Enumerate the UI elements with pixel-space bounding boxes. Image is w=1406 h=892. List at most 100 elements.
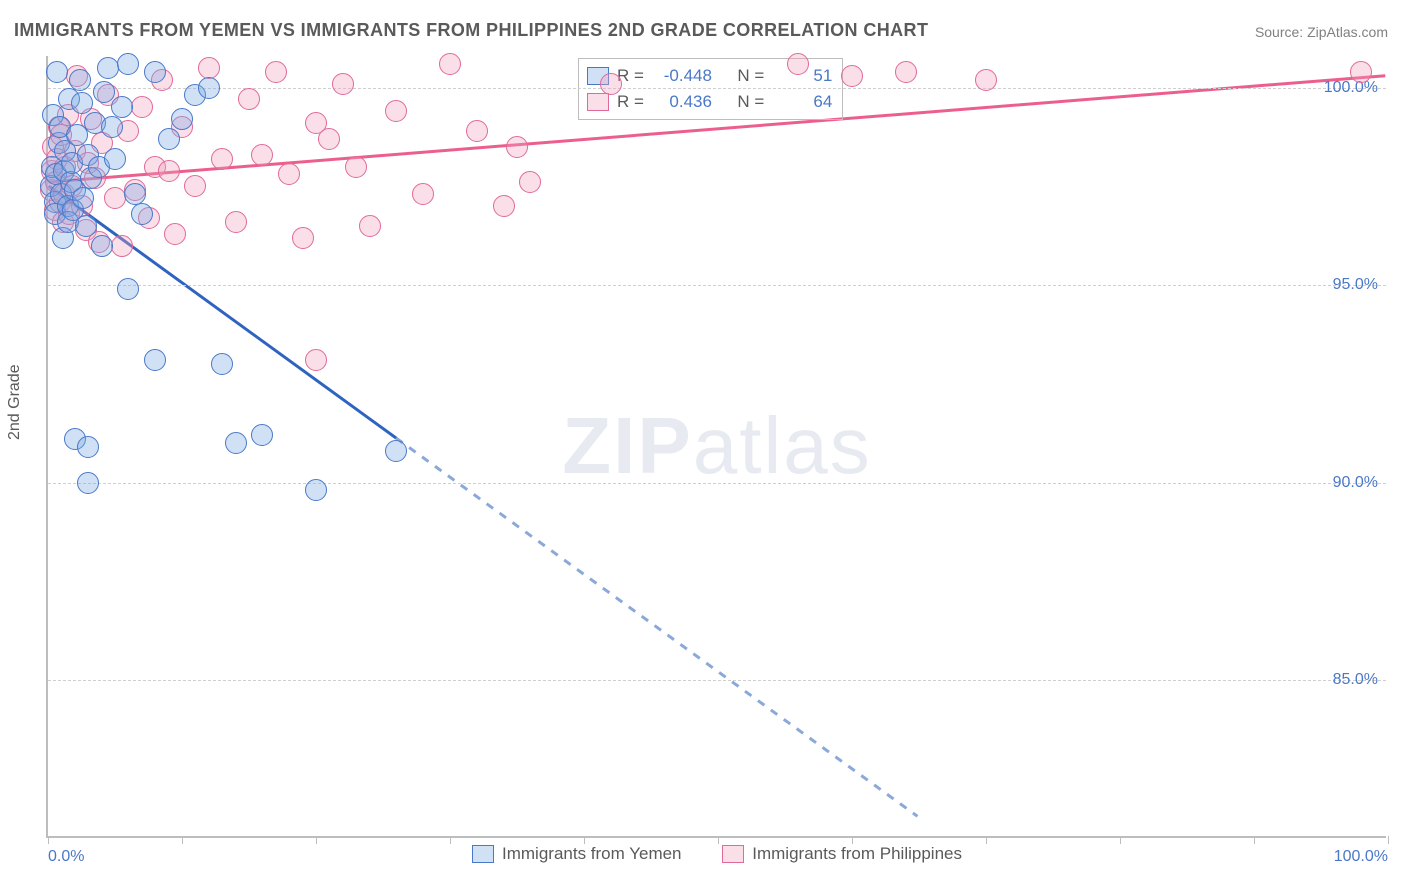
scatter-point-series2 [131,96,153,118]
scatter-point-series2 [158,160,180,182]
source-link[interactable]: ZipAtlas.com [1307,24,1388,40]
scatter-point-series2 [975,69,997,91]
scatter-point-series2 [251,144,273,166]
watermark: ZIPatlas [562,400,871,492]
trendline [49,186,397,438]
series-swatch-1 [472,845,494,863]
n-label-1: N = [737,63,764,89]
trendline-layer [48,56,1386,836]
scatter-point-series1 [72,187,94,209]
gridline [48,285,1386,286]
r-value-2: 0.436 [652,89,712,115]
scatter-point-series2 [841,65,863,87]
scatter-point-series1 [211,353,233,375]
x-tick [852,836,853,844]
scatter-point-series2 [318,128,340,150]
legend-swatch-2 [587,93,609,111]
scatter-point-series1 [77,472,99,494]
scatter-point-series1 [93,81,115,103]
scatter-point-series1 [198,77,220,99]
scatter-point-series2 [292,227,314,249]
scatter-point-series1 [158,128,180,150]
scatter-point-series2 [265,61,287,83]
scatter-point-series1 [171,108,193,130]
x-tick-label-max: 100.0% [1334,848,1388,866]
watermark-bold: ZIP [562,401,692,490]
y-axis-label: 2nd Grade [6,364,24,440]
scatter-point-series1 [117,53,139,75]
y-tick-label: 100.0% [1324,79,1378,97]
legend-row-2: R = 0.436 N = 64 [587,89,832,115]
scatter-point-series2 [493,195,515,217]
x-tick [182,836,183,844]
gridline [48,483,1386,484]
scatter-point-series1 [75,215,97,237]
x-tick [1254,836,1255,844]
scatter-point-series2 [600,73,622,95]
series-legend-item-1: Immigrants from Yemen [472,844,682,864]
gridline [48,680,1386,681]
trendline [396,438,917,816]
x-tick [1388,836,1389,844]
scatter-point-series1 [69,69,91,91]
scatter-point-series2 [332,73,354,95]
series-label-1: Immigrants from Yemen [502,844,682,864]
n-label-2: N = [737,89,764,115]
series-legend-item-2: Immigrants from Philippines [722,844,962,864]
scatter-point-series2 [198,57,220,79]
scatter-point-series2 [519,171,541,193]
series-swatch-2 [722,845,744,863]
x-tick [718,836,719,844]
scatter-point-series2 [895,61,917,83]
scatter-point-series1 [251,424,273,446]
plot-area: ZIPatlas R = -0.448 N = 51 R = 0.436 N =… [46,56,1386,838]
r-value-1: -0.448 [652,63,712,89]
scatter-point-series2 [506,136,528,158]
scatter-point-series2 [111,235,133,257]
scatter-point-series1 [124,183,146,205]
scatter-point-series2 [1350,61,1372,83]
scatter-point-series1 [144,349,166,371]
scatter-point-series2 [278,163,300,185]
scatter-point-series1 [111,96,133,118]
scatter-point-series1 [71,92,93,114]
r-label-2: R = [617,89,644,115]
x-tick [316,836,317,844]
scatter-point-series2 [211,148,233,170]
scatter-point-series2 [104,187,126,209]
y-tick-label: 90.0% [1333,474,1378,492]
scatter-point-series2 [359,215,381,237]
scatter-point-series1 [101,116,123,138]
scatter-point-series2 [164,223,186,245]
x-tick [450,836,451,844]
scatter-point-series1 [77,436,99,458]
scatter-point-series2 [439,53,461,75]
source-attribution: Source: ZipAtlas.com [1255,24,1388,40]
scatter-point-series2 [787,53,809,75]
watermark-light: atlas [693,401,872,490]
y-tick-label: 85.0% [1333,671,1378,689]
source-label: Source: [1255,24,1307,40]
x-tick [986,836,987,844]
series-legend: Immigrants from Yemen Immigrants from Ph… [48,844,1386,868]
scatter-point-series1 [385,440,407,462]
y-tick-label: 95.0% [1333,276,1378,294]
chart-title: IMMIGRANTS FROM YEMEN VS IMMIGRANTS FROM… [14,20,928,41]
x-tick [48,836,49,844]
x-tick-label-min: 0.0% [48,848,84,866]
scatter-point-series2 [345,156,367,178]
scatter-point-series2 [412,183,434,205]
series-label-2: Immigrants from Philippines [752,844,962,864]
scatter-point-series1 [104,148,126,170]
scatter-point-series1 [91,235,113,257]
scatter-point-series1 [225,432,247,454]
scatter-point-series1 [117,278,139,300]
scatter-point-series1 [131,203,153,225]
scatter-point-series1 [305,479,327,501]
n-value-2: 64 [772,89,832,115]
scatter-point-series1 [46,61,68,83]
chart-container: IMMIGRANTS FROM YEMEN VS IMMIGRANTS FROM… [0,0,1406,892]
x-tick [1120,836,1121,844]
scatter-point-series2 [184,175,206,197]
scatter-point-series2 [466,120,488,142]
